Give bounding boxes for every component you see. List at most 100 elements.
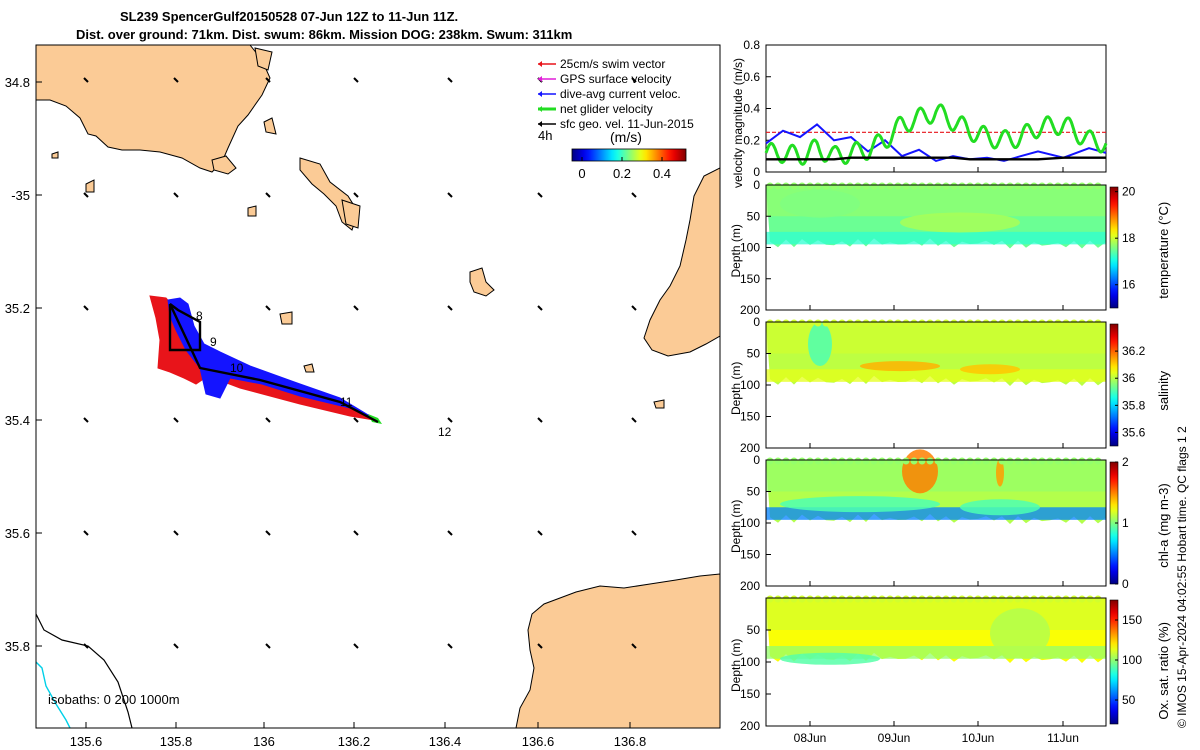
- heatmap-top-cap: [814, 182, 822, 190]
- island-9: [303, 363, 315, 373]
- heatmap-top-cap: [774, 595, 782, 603]
- colorbar: [571, 148, 687, 162]
- heatmap-ylabel: Depth (m): [729, 224, 743, 277]
- heatmap-top-cap: [1062, 319, 1070, 327]
- heatmap-top-cap: [926, 457, 934, 465]
- day-label: 9: [210, 335, 217, 349]
- heatmap-y-tick-label: 200: [740, 719, 760, 733]
- heatmap-top-cap: [886, 319, 894, 327]
- heatmap-top-cap: [910, 595, 918, 603]
- velocity-y-tick-label: 0.8: [743, 38, 760, 52]
- heatmap-top-cap: [830, 595, 838, 603]
- geo-velocity-arrow: [265, 530, 271, 536]
- heatmap-top-cap: [1078, 319, 1086, 327]
- heatmap-top-cap: [798, 319, 806, 327]
- heatmap-top-cap: [886, 182, 894, 190]
- heatmap-top-cap: [1078, 457, 1086, 465]
- heatmap-top-cap: [1014, 319, 1022, 327]
- heatmap-top-cap: [926, 595, 934, 603]
- heatmap-y-tick-label: 150: [740, 548, 760, 562]
- heatmap-top-cap: [766, 457, 774, 465]
- heatmap-top-cap: [966, 595, 974, 603]
- heatmap-top-cap: [790, 595, 798, 603]
- heatmap-top-cap: [1094, 595, 1102, 603]
- heatmap-top-cap: [766, 319, 774, 327]
- heatmap-top-cap: [1014, 182, 1022, 190]
- heatmap-top-cap: [1086, 457, 1094, 465]
- map-x-tick-label: 136: [253, 734, 275, 749]
- heatmap-top-cap: [1094, 457, 1102, 465]
- geo-velocity-arrow: [447, 192, 453, 198]
- geo-velocity-arrow: [447, 305, 453, 311]
- isobath-200: [36, 613, 133, 728]
- colorbar-tick-label: 0.2: [613, 166, 631, 181]
- heatmap-top-cap: [886, 457, 894, 465]
- heatmap-y-tick-label: 0: [753, 178, 760, 192]
- heatmap-top-cap: [782, 457, 790, 465]
- heatmap-top-cap: [1070, 182, 1078, 190]
- map-x-tick-label: 136.2: [338, 734, 371, 749]
- heatmap-y-tick-label: 50: [747, 209, 761, 223]
- heatmap-top-cap: [1030, 319, 1038, 327]
- heatmap-top-cap: [1046, 182, 1054, 190]
- heatmap-top-cap: [870, 457, 878, 465]
- colorbar-tick-label: 50: [1122, 693, 1136, 707]
- heatmap-top-cap: [846, 319, 854, 327]
- heatmap-top-cap: [958, 457, 966, 465]
- yorke-headland: [254, 47, 273, 71]
- heatmap-y-tick-label: 100: [740, 378, 760, 392]
- heatmap-patch: [808, 322, 832, 367]
- island-10: [653, 399, 665, 409]
- heatmap-top-cap: [998, 457, 1006, 465]
- heatmap-top-cap: [1062, 182, 1070, 190]
- heatmap-top-cap: [1038, 457, 1046, 465]
- heatmap-top-cap: [942, 457, 950, 465]
- day-label: 12: [438, 425, 452, 439]
- colorbar-tick-label: 20: [1122, 185, 1136, 199]
- heatmap-y-tick-label: 50: [747, 623, 761, 637]
- heatmap-top-cap: [982, 319, 990, 327]
- heatmap-top-cap: [1062, 457, 1070, 465]
- heatmap-y-tick-label: 150: [740, 272, 760, 286]
- geo-velocity-arrow: [631, 530, 637, 536]
- heatmap-y-tick-label: 200: [740, 441, 760, 455]
- heatmap-ylabel: Depth (m): [729, 639, 743, 692]
- geo-velocity-arrow: [353, 192, 359, 198]
- day-label: 10: [230, 361, 244, 375]
- heatmap-colorbar-label: temperature (°C): [1156, 202, 1171, 299]
- island-6: [85, 179, 95, 193]
- geo-velocity-arrow: [83, 530, 89, 536]
- island-4: [263, 117, 277, 135]
- heatmap-top-cap: [886, 595, 894, 603]
- heatmap-top-cap: [1046, 319, 1054, 327]
- geo-velocity-arrow: [83, 417, 89, 423]
- heatmap-top-cap: [854, 182, 862, 190]
- heatmap-top-cap: [950, 182, 958, 190]
- heatmap-top-cap: [1022, 182, 1030, 190]
- heatmap-top-cap: [1094, 182, 1102, 190]
- heatmap-colorbar: [1109, 323, 1119, 447]
- heatmap-top-cap: [1006, 182, 1014, 190]
- heatmap-top-cap: [918, 319, 926, 327]
- heatmap-top-cap: [1006, 319, 1014, 327]
- heatmap-top-cap: [1030, 182, 1038, 190]
- geo-velocity-arrow: [353, 643, 359, 649]
- heatmap-y-tick-label: 50: [747, 485, 761, 499]
- heatmap-top-cap: [1070, 319, 1078, 327]
- heatmap-top-cap: [878, 595, 886, 603]
- heatmap-top-cap: [1022, 319, 1030, 327]
- heatmap-top-cap: [798, 457, 806, 465]
- colorbar-tick-label: 35.6: [1122, 425, 1146, 439]
- heatmap-top-cap: [822, 595, 830, 603]
- heatmap-upper-layer: [766, 598, 1106, 630]
- yorke-peninsula-land: [36, 45, 271, 173]
- heatmap-top-cap: [958, 182, 966, 190]
- geo-velocity-arrow: [631, 77, 637, 83]
- heatmap-top-cap: [830, 457, 838, 465]
- heatmap-patch: [960, 499, 1040, 516]
- heatmap-top-cap: [1014, 595, 1022, 603]
- geo-velocity-arrow: [173, 530, 179, 536]
- heatmap-top-cap: [822, 182, 830, 190]
- geo-velocity-arrow: [353, 530, 359, 536]
